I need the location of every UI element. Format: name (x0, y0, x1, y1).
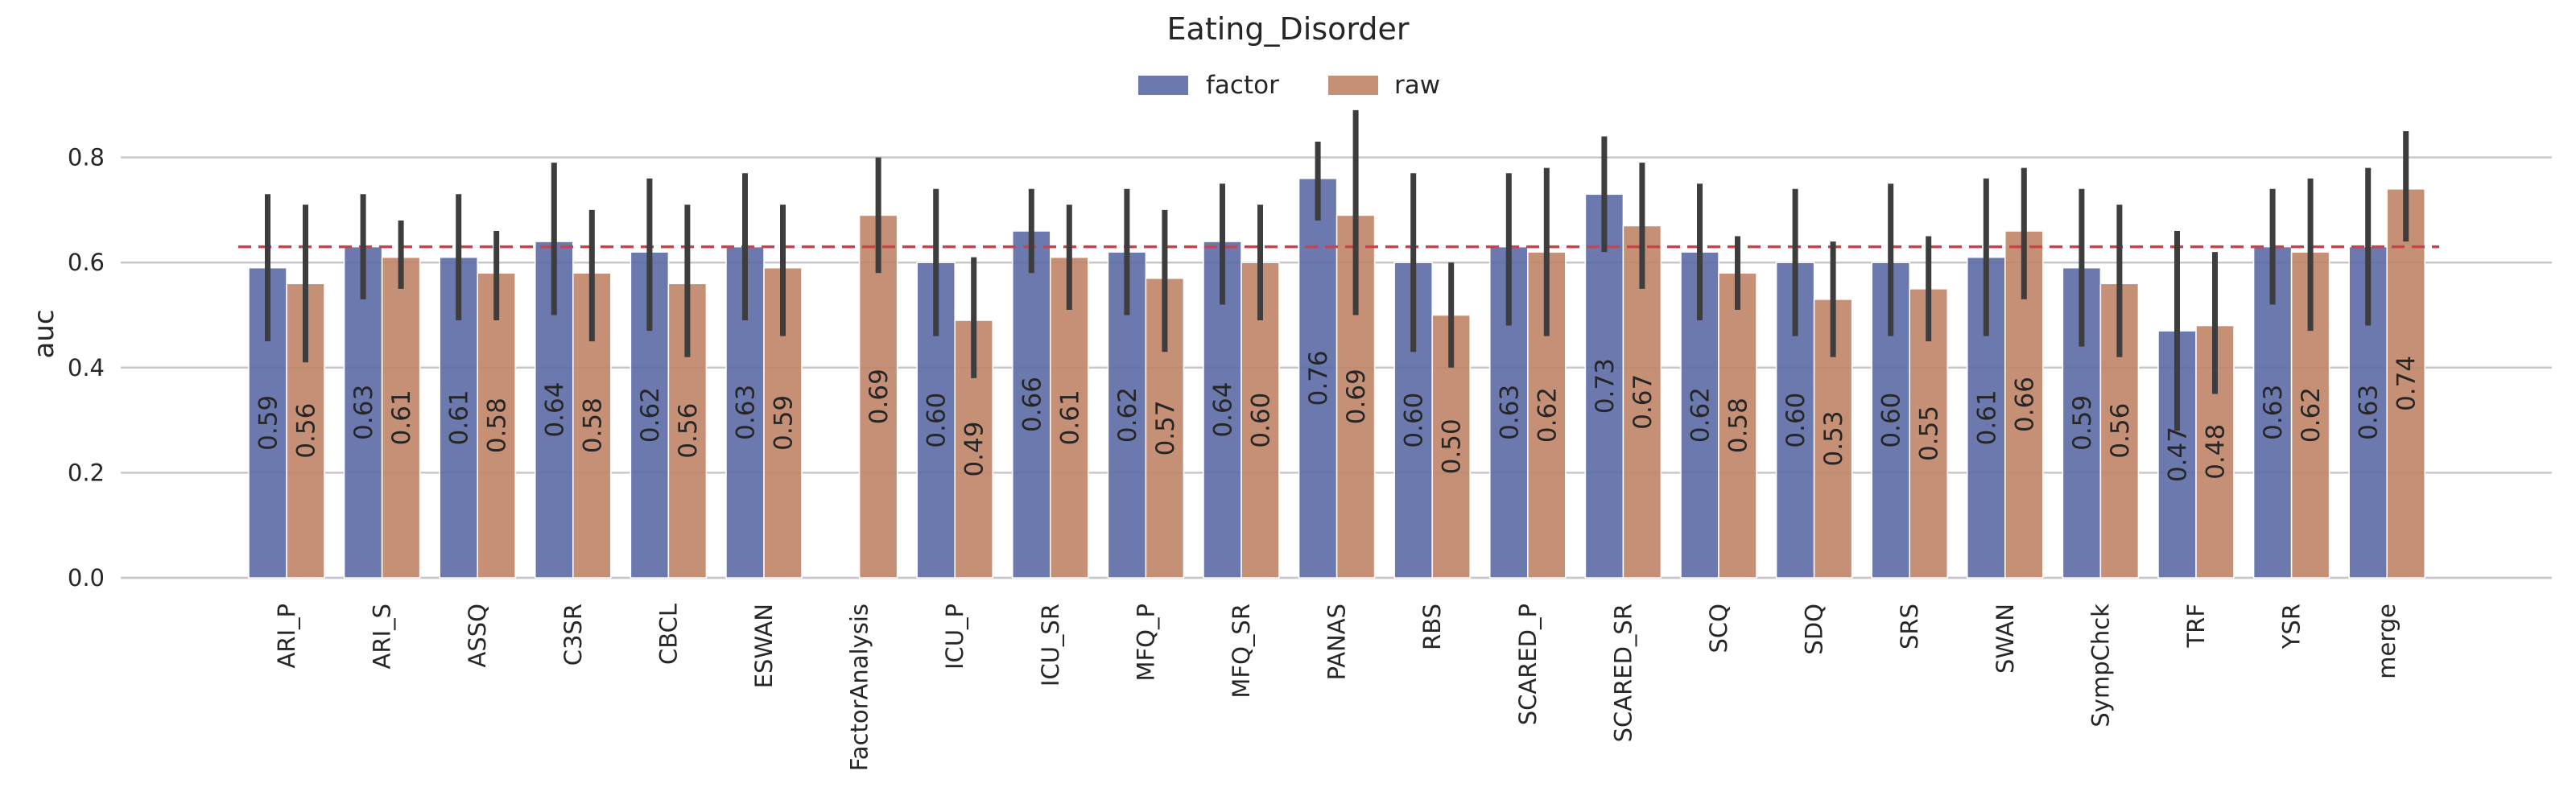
error-bars (265, 109, 2409, 431)
x-tick-label: SCARED_P (1514, 604, 1542, 725)
value-label: 0.69 (1342, 369, 1371, 424)
x-tick-label: RBS (1418, 604, 1446, 650)
x-tick-label: ESWAN (750, 604, 778, 688)
value-label: 0.60 (1400, 393, 1429, 448)
x-tick-label: FactorAnalysis (846, 604, 873, 771)
x-tick-label: ICU_P (941, 604, 968, 670)
value-label: 0.67 (1629, 374, 1657, 430)
bar-raw (2099, 282, 2140, 579)
bar-factor (1584, 193, 1624, 579)
value-label: 0.76 (1304, 350, 1333, 406)
value-label: 0.62 (1533, 387, 1562, 443)
value-label: 0.58 (483, 398, 512, 453)
bars (248, 177, 2425, 579)
value-label: 0.56 (674, 403, 703, 459)
y-axis-label: auc (28, 309, 60, 358)
x-tick-label: SympChck (2087, 604, 2114, 728)
value-label: 0.62 (1113, 387, 1142, 443)
value-label: 0.66 (2010, 377, 2039, 432)
x-tick-label: SWAN (1992, 604, 2019, 674)
bar-raw (1718, 272, 1757, 579)
x-tick-label: SCQ (1705, 604, 1732, 653)
x-tick-label: SRS (1896, 604, 1923, 649)
x-tick-labels: ARI_P ARI_S ASSQ C3SR CBCL ESWAN FactorAnalysi… (273, 604, 2401, 771)
value-label: 0.59 (770, 395, 799, 451)
value-label: 0.49 (960, 421, 989, 476)
value-label: 0.63 (2355, 385, 2384, 440)
x-tick-label: merge (2373, 604, 2401, 679)
value-label: 0.66 (1018, 377, 1046, 432)
value-label: 0.58 (1724, 398, 1753, 453)
value-label: 0.59 (2068, 395, 2097, 451)
value-label: 0.63 (732, 385, 761, 440)
value-label: 0.60 (1247, 393, 1276, 448)
x-tick-label: CBCL (654, 604, 682, 665)
value-label: 0.61 (387, 390, 416, 445)
x-tick-label: C3SR (559, 604, 587, 666)
legend-swatch-raw (1328, 76, 1378, 95)
value-label: 0.48 (2202, 424, 2231, 480)
x-tick-label: TRF (2182, 604, 2210, 649)
value-label: 0.56 (2106, 403, 2135, 459)
x-tick-label: ASSQ (464, 604, 491, 667)
y-tick-label: 0.0 (68, 564, 105, 592)
bar-raw (477, 272, 516, 579)
x-tick-label: MFQ_SR (1228, 604, 1255, 699)
y-tick-labels: 0.0 0.2 0.4 0.6 0.8 (68, 144, 105, 592)
x-tick-label: YSR (2278, 604, 2306, 649)
value-labels: 0.59 0.56 0.63 0.61 0.61 0.58 0.64 0.58 0.62 0.56… (254, 350, 2421, 482)
value-label: 0.61 (1972, 390, 2001, 445)
value-label: 0.61 (1055, 390, 1084, 445)
legend-label-factor: factor (1206, 71, 1279, 100)
value-label: 0.57 (1151, 400, 1180, 456)
x-tick-label: PANAS (1323, 604, 1351, 680)
value-label: 0.62 (636, 387, 665, 443)
value-label: 0.69 (865, 369, 894, 424)
x-tick-label: ARI_P (273, 604, 300, 669)
y-tick-label: 0.6 (68, 249, 105, 276)
bar-raw (1050, 256, 1089, 579)
x-tick-label: SDQ (1801, 604, 1828, 655)
chart-title: Eating_Disorder (1167, 11, 1410, 47)
bar-raw (858, 214, 898, 579)
value-label: 0.62 (2297, 387, 2326, 443)
value-label: 0.59 (254, 395, 283, 451)
y-tick-label: 0.8 (68, 144, 105, 171)
value-label: 0.73 (1591, 358, 1620, 414)
legend: factor raw (1138, 71, 1440, 100)
legend-swatch-factor (1138, 76, 1188, 95)
value-label: 0.64 (1209, 382, 1238, 438)
value-label: 0.55 (1915, 406, 1944, 461)
value-label: 0.47 (2164, 427, 2193, 482)
value-label: 0.53 (1819, 410, 1848, 466)
value-label: 0.63 (1495, 385, 1524, 440)
x-tick-label: SCARED_SR (1609, 604, 1637, 742)
value-label: 0.56 (292, 403, 321, 459)
legend-label-raw: raw (1394, 71, 1440, 100)
y-tick-label: 0.4 (68, 354, 105, 381)
value-label: 0.61 (445, 390, 474, 445)
value-label: 0.60 (923, 393, 952, 448)
value-label: 0.64 (540, 382, 569, 438)
value-label: 0.63 (349, 385, 378, 440)
value-label: 0.58 (578, 398, 607, 453)
bar-raw (1431, 314, 1471, 579)
value-label: 0.74 (2392, 356, 2421, 411)
y-tick-label: 0.2 (68, 459, 105, 486)
value-label: 0.60 (1781, 393, 1810, 448)
bar-raw (2386, 188, 2425, 579)
value-label: 0.62 (1686, 387, 1715, 443)
x-tick-label: MFQ_P (1132, 604, 1159, 682)
value-label: 0.60 (1877, 393, 1906, 448)
x-tick-label: ARI_S (369, 604, 396, 669)
value-label: 0.63 (2259, 385, 2288, 440)
value-label: 0.50 (1438, 418, 1467, 474)
x-tick-label: ICU_SR (1037, 604, 1064, 686)
